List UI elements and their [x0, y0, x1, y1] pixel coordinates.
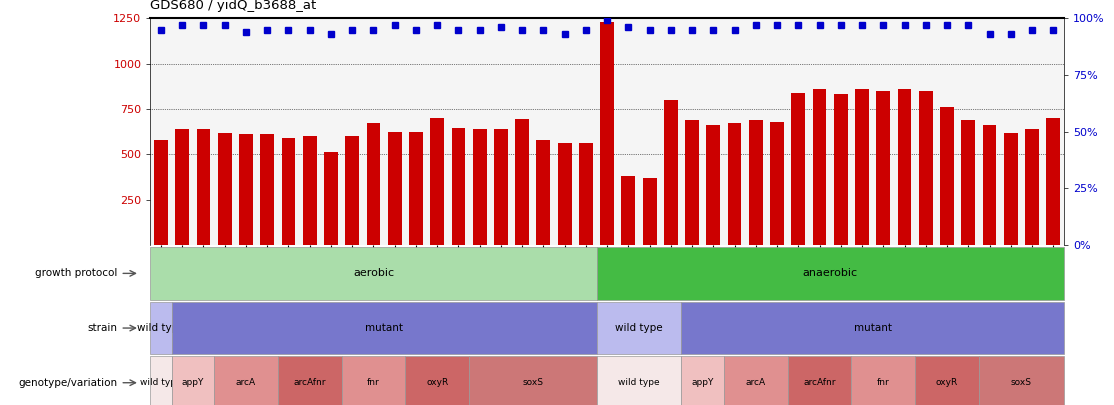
- Text: wild type: wild type: [615, 323, 663, 333]
- Bar: [834, 94, 848, 245]
- Bar: [877, 91, 890, 245]
- Bar: [706, 125, 721, 245]
- Text: soxS: soxS: [522, 378, 544, 387]
- Bar: [856, 89, 869, 245]
- Text: growth protocol: growth protocol: [35, 269, 117, 278]
- Text: soxS: soxS: [1010, 378, 1032, 387]
- Text: genotype/variation: genotype/variation: [18, 378, 117, 388]
- Bar: [388, 132, 402, 245]
- Text: arcAfnr: arcAfnr: [293, 378, 326, 387]
- Bar: [175, 129, 189, 245]
- Text: aerobic: aerobic: [353, 269, 394, 278]
- Bar: [261, 134, 274, 245]
- Bar: [664, 100, 677, 245]
- Bar: [154, 140, 168, 245]
- Bar: [537, 140, 550, 245]
- Bar: [727, 124, 742, 245]
- Text: mutant: mutant: [853, 323, 891, 333]
- Text: wild type: wild type: [618, 378, 659, 387]
- Text: GDS680 / yidQ_b3688_at: GDS680 / yidQ_b3688_at: [150, 0, 316, 12]
- Bar: [1046, 118, 1061, 245]
- Bar: [622, 176, 635, 245]
- Bar: [791, 93, 805, 245]
- Bar: [685, 120, 698, 245]
- Text: mutant: mutant: [365, 323, 403, 333]
- Text: oxyR: oxyR: [936, 378, 958, 387]
- Text: arcA: arcA: [236, 378, 256, 387]
- Bar: [940, 107, 954, 245]
- Bar: [240, 134, 253, 245]
- Bar: [409, 132, 423, 245]
- Bar: [919, 91, 932, 245]
- Text: oxyR: oxyR: [426, 378, 448, 387]
- Text: appY: appY: [692, 378, 714, 387]
- Bar: [898, 89, 911, 245]
- Bar: [451, 128, 466, 245]
- Text: fnr: fnr: [368, 378, 380, 387]
- Bar: [430, 118, 444, 245]
- Bar: [494, 129, 508, 245]
- Text: strain: strain: [87, 323, 117, 333]
- Bar: [579, 143, 593, 245]
- Bar: [770, 122, 784, 245]
- Text: arcAfnr: arcAfnr: [803, 378, 836, 387]
- Bar: [1004, 132, 1018, 245]
- Text: wild type: wild type: [140, 378, 182, 387]
- Bar: [282, 138, 295, 245]
- Bar: [813, 89, 827, 245]
- Bar: [218, 132, 232, 245]
- Bar: [367, 124, 380, 245]
- Bar: [303, 136, 316, 245]
- Bar: [749, 120, 763, 245]
- Bar: [983, 125, 996, 245]
- Text: anaerobic: anaerobic: [802, 269, 858, 278]
- Bar: [1025, 129, 1039, 245]
- Bar: [516, 119, 529, 245]
- Bar: [196, 129, 211, 245]
- Bar: [472, 129, 487, 245]
- Text: arcA: arcA: [745, 378, 766, 387]
- Bar: [961, 120, 975, 245]
- Bar: [643, 178, 656, 245]
- Text: wild type: wild type: [137, 323, 185, 333]
- Bar: [558, 143, 571, 245]
- Bar: [324, 153, 338, 245]
- Bar: [600, 22, 614, 245]
- Text: fnr: fnr: [877, 378, 890, 387]
- Bar: [345, 136, 359, 245]
- Text: appY: appY: [182, 378, 204, 387]
